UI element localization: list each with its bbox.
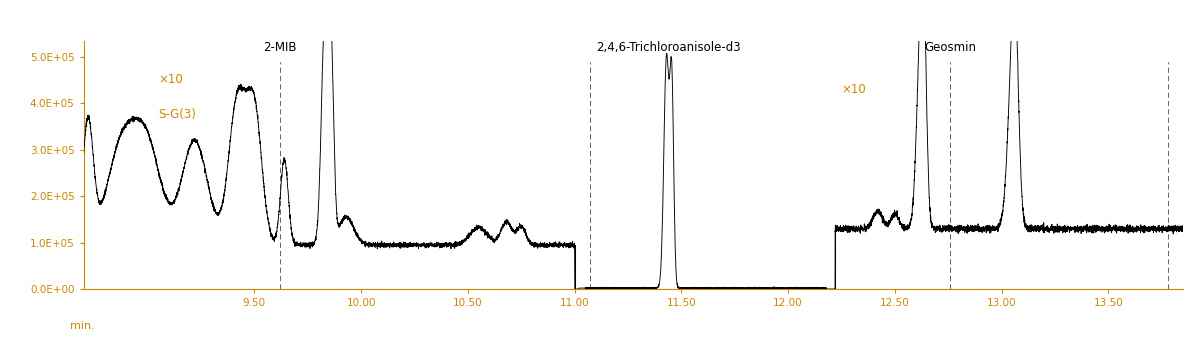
Text: S-G(3): S-G(3) — [159, 108, 196, 121]
Text: min.: min. — [71, 321, 96, 331]
Text: ×10: ×10 — [159, 73, 183, 86]
Text: 2,4,6-Trichloroanisole-d3: 2,4,6-Trichloroanisole-d3 — [596, 41, 741, 54]
Text: ×10: ×10 — [841, 83, 866, 96]
Text: 2-MIB: 2-MIB — [263, 41, 296, 54]
Text: Geosmin: Geosmin — [925, 41, 976, 54]
